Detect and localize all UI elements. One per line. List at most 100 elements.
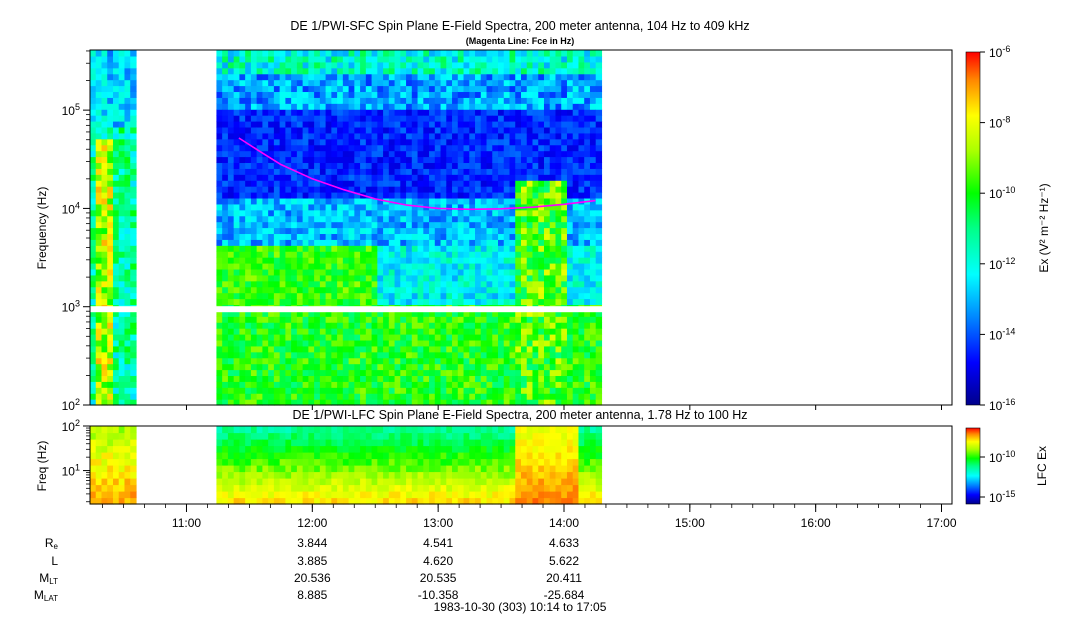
sfc-cell bbox=[216, 263, 223, 270]
sfc-cell bbox=[526, 150, 534, 158]
sfc-cell bbox=[124, 375, 131, 382]
sfc-cell bbox=[526, 251, 534, 258]
sfc-cell bbox=[222, 144, 229, 152]
sfc-cell bbox=[342, 180, 350, 187]
sfc-cell bbox=[411, 103, 419, 110]
sfc-cell bbox=[124, 91, 131, 98]
lfc-cell bbox=[377, 465, 384, 473]
sfc-cell bbox=[572, 357, 580, 365]
sfc-cell bbox=[337, 126, 344, 134]
sfc-cell bbox=[101, 97, 108, 104]
sfc-cell bbox=[250, 168, 258, 175]
sfc-cell bbox=[233, 221, 241, 229]
sfc-cell bbox=[578, 197, 585, 205]
sfc-cell bbox=[107, 227, 114, 235]
sfc-cell bbox=[446, 339, 453, 347]
sfc-cell bbox=[227, 239, 235, 246]
sfc-cell bbox=[342, 399, 350, 406]
sfc-cell bbox=[578, 292, 585, 300]
sfc-cell bbox=[325, 375, 332, 382]
sfc-cell bbox=[325, 334, 332, 341]
sfc-cell bbox=[452, 61, 459, 69]
sfc-cell bbox=[532, 292, 539, 300]
sfc-cell bbox=[400, 132, 407, 140]
sfc-cell bbox=[371, 339, 378, 347]
sfc-cell bbox=[90, 180, 97, 187]
sfc-cell bbox=[222, 257, 229, 264]
sfc-cell bbox=[268, 251, 275, 258]
sfc-cell bbox=[561, 387, 568, 394]
sfc-cell bbox=[245, 162, 252, 169]
lfc-cell bbox=[239, 465, 246, 473]
sfc-cell bbox=[291, 227, 298, 235]
lfc-cell bbox=[383, 426, 390, 434]
sfc-cell bbox=[273, 67, 281, 75]
sfc-cell bbox=[268, 156, 275, 164]
sfc-cell bbox=[503, 292, 511, 300]
sfc-cell bbox=[532, 257, 539, 264]
sfc-cell bbox=[279, 399, 286, 406]
sfc-cell bbox=[118, 121, 126, 128]
sfc-cell bbox=[429, 180, 436, 187]
sfc-cell bbox=[95, 381, 103, 388]
sfc-cell bbox=[124, 245, 131, 252]
sfc-cell bbox=[406, 357, 413, 365]
sfc-cell bbox=[452, 203, 459, 211]
sfc-cell bbox=[256, 339, 263, 347]
sfc-cell bbox=[291, 73, 298, 81]
sfc-cell bbox=[285, 180, 292, 187]
sfc-cell bbox=[90, 239, 97, 246]
sfc-cell bbox=[526, 126, 534, 134]
sfc-cell bbox=[112, 79, 120, 87]
sfc-cell bbox=[262, 67, 269, 75]
sfc-cell bbox=[394, 91, 401, 98]
sfc-cell bbox=[273, 109, 281, 116]
sfc-cell bbox=[561, 381, 568, 388]
sfc-cell bbox=[411, 339, 419, 347]
sfc-cell bbox=[452, 286, 459, 294]
sfc-cell bbox=[118, 150, 126, 158]
sfc-cell bbox=[498, 286, 505, 294]
sfc-cell bbox=[440, 97, 447, 104]
lfc-cell bbox=[245, 432, 252, 440]
sfc-cell bbox=[360, 345, 367, 353]
sfc-cell bbox=[279, 251, 286, 258]
sfc-cell bbox=[90, 121, 97, 128]
sfc-cell bbox=[360, 73, 367, 81]
sfc-cell bbox=[118, 109, 126, 116]
sfc-cell bbox=[101, 310, 108, 317]
sfc-cell bbox=[383, 150, 390, 158]
sfc-cell bbox=[360, 209, 367, 217]
sfc-cell bbox=[342, 286, 350, 294]
sfc-cell bbox=[337, 399, 344, 406]
lfc-cell bbox=[400, 478, 407, 486]
sfc-cell bbox=[285, 292, 292, 300]
sfc-cell bbox=[302, 399, 309, 406]
sfc-cell bbox=[526, 97, 534, 104]
sfc-cell bbox=[538, 79, 545, 87]
sfc-cell bbox=[388, 138, 396, 146]
sfc-cell bbox=[331, 393, 338, 400]
sfc-cell bbox=[308, 174, 315, 181]
sfc-cell bbox=[354, 162, 361, 169]
sfc-cell bbox=[549, 61, 557, 69]
lfc-cell bbox=[95, 478, 103, 486]
sfc-cell bbox=[423, 79, 430, 87]
sfc-cell bbox=[124, 251, 131, 258]
sfc-cell bbox=[572, 227, 580, 235]
sfc-cell bbox=[423, 103, 430, 110]
sfc-cell bbox=[463, 209, 470, 217]
sfc-cell bbox=[95, 174, 103, 181]
sfc-cell bbox=[256, 156, 263, 164]
sfc-cell bbox=[256, 197, 263, 205]
sfc-cell bbox=[572, 61, 580, 69]
lfc-cell bbox=[95, 471, 103, 479]
sfc-cell bbox=[360, 280, 367, 288]
sfc-cell bbox=[429, 375, 436, 382]
sfc-cell bbox=[331, 339, 338, 347]
sfc-cell bbox=[325, 298, 332, 306]
sfc-cell bbox=[463, 180, 470, 187]
lfc-cell bbox=[388, 445, 396, 453]
sfc-cell bbox=[331, 67, 338, 75]
sfc-cell bbox=[498, 369, 505, 377]
